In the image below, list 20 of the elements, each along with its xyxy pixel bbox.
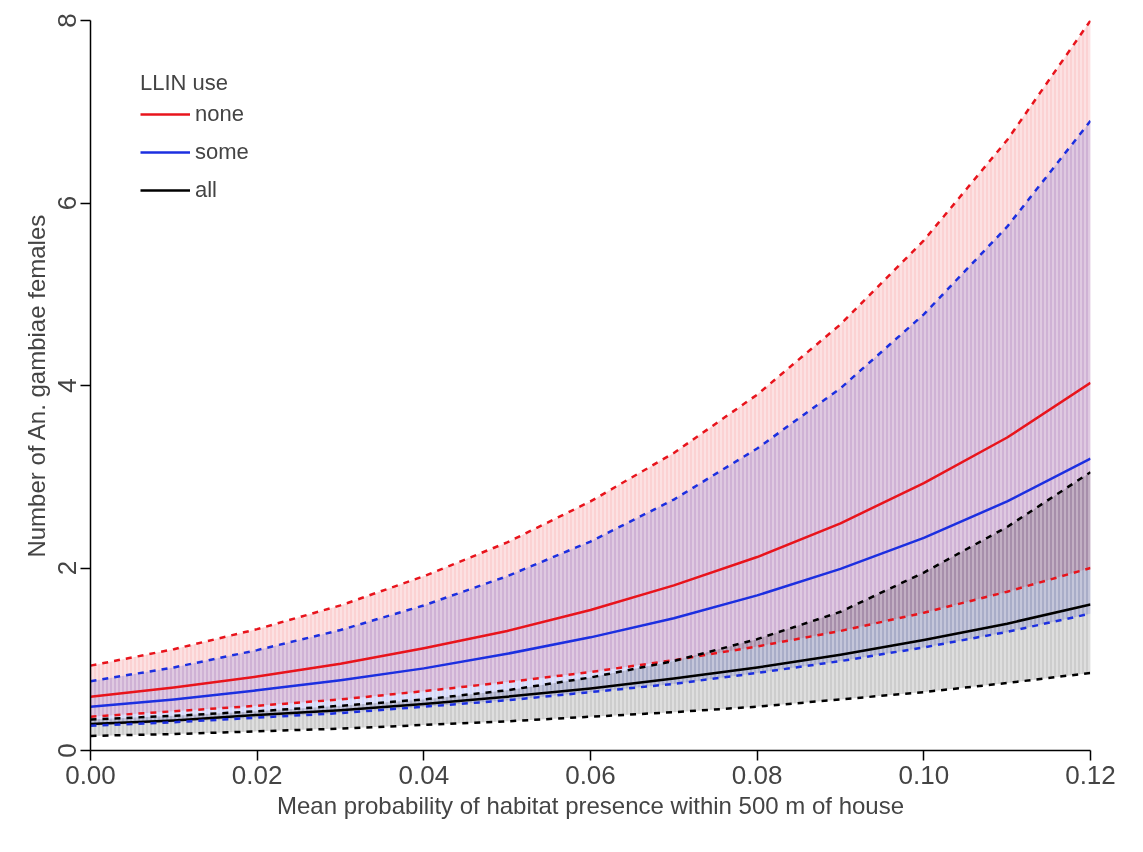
line-series [90, 566, 1091, 718]
line-series [90, 381, 1091, 698]
y-tick-label: 6 [51, 195, 82, 211]
y-axis-title: Number of An. gambiae females [22, 214, 50, 558]
legend-title: LLIN use [140, 70, 230, 96]
x-tick-label: 0.12 [1065, 759, 1116, 790]
x-tick-label: 0.10 [898, 759, 950, 790]
y-tick-label: 2 [51, 560, 82, 576]
y-tick-label: 8 [51, 13, 82, 28]
legend-label: some [195, 139, 249, 165]
y-tick-label: 4 [51, 378, 82, 393]
x-tick-label: 0.08 [731, 759, 783, 790]
legend-label: none [195, 101, 244, 127]
legend-label: all [195, 177, 218, 203]
y-tick-label: 0 [51, 743, 82, 758]
x-tick-label: 0.04 [398, 759, 450, 790]
x-tick-label: 0.06 [565, 759, 616, 790]
x-tick-label: 0.00 [65, 759, 116, 790]
x-axis-title: Mean probability of habitat presence within 500 m of house [276, 791, 905, 819]
x-tick-label: 0.02 [231, 759, 283, 790]
